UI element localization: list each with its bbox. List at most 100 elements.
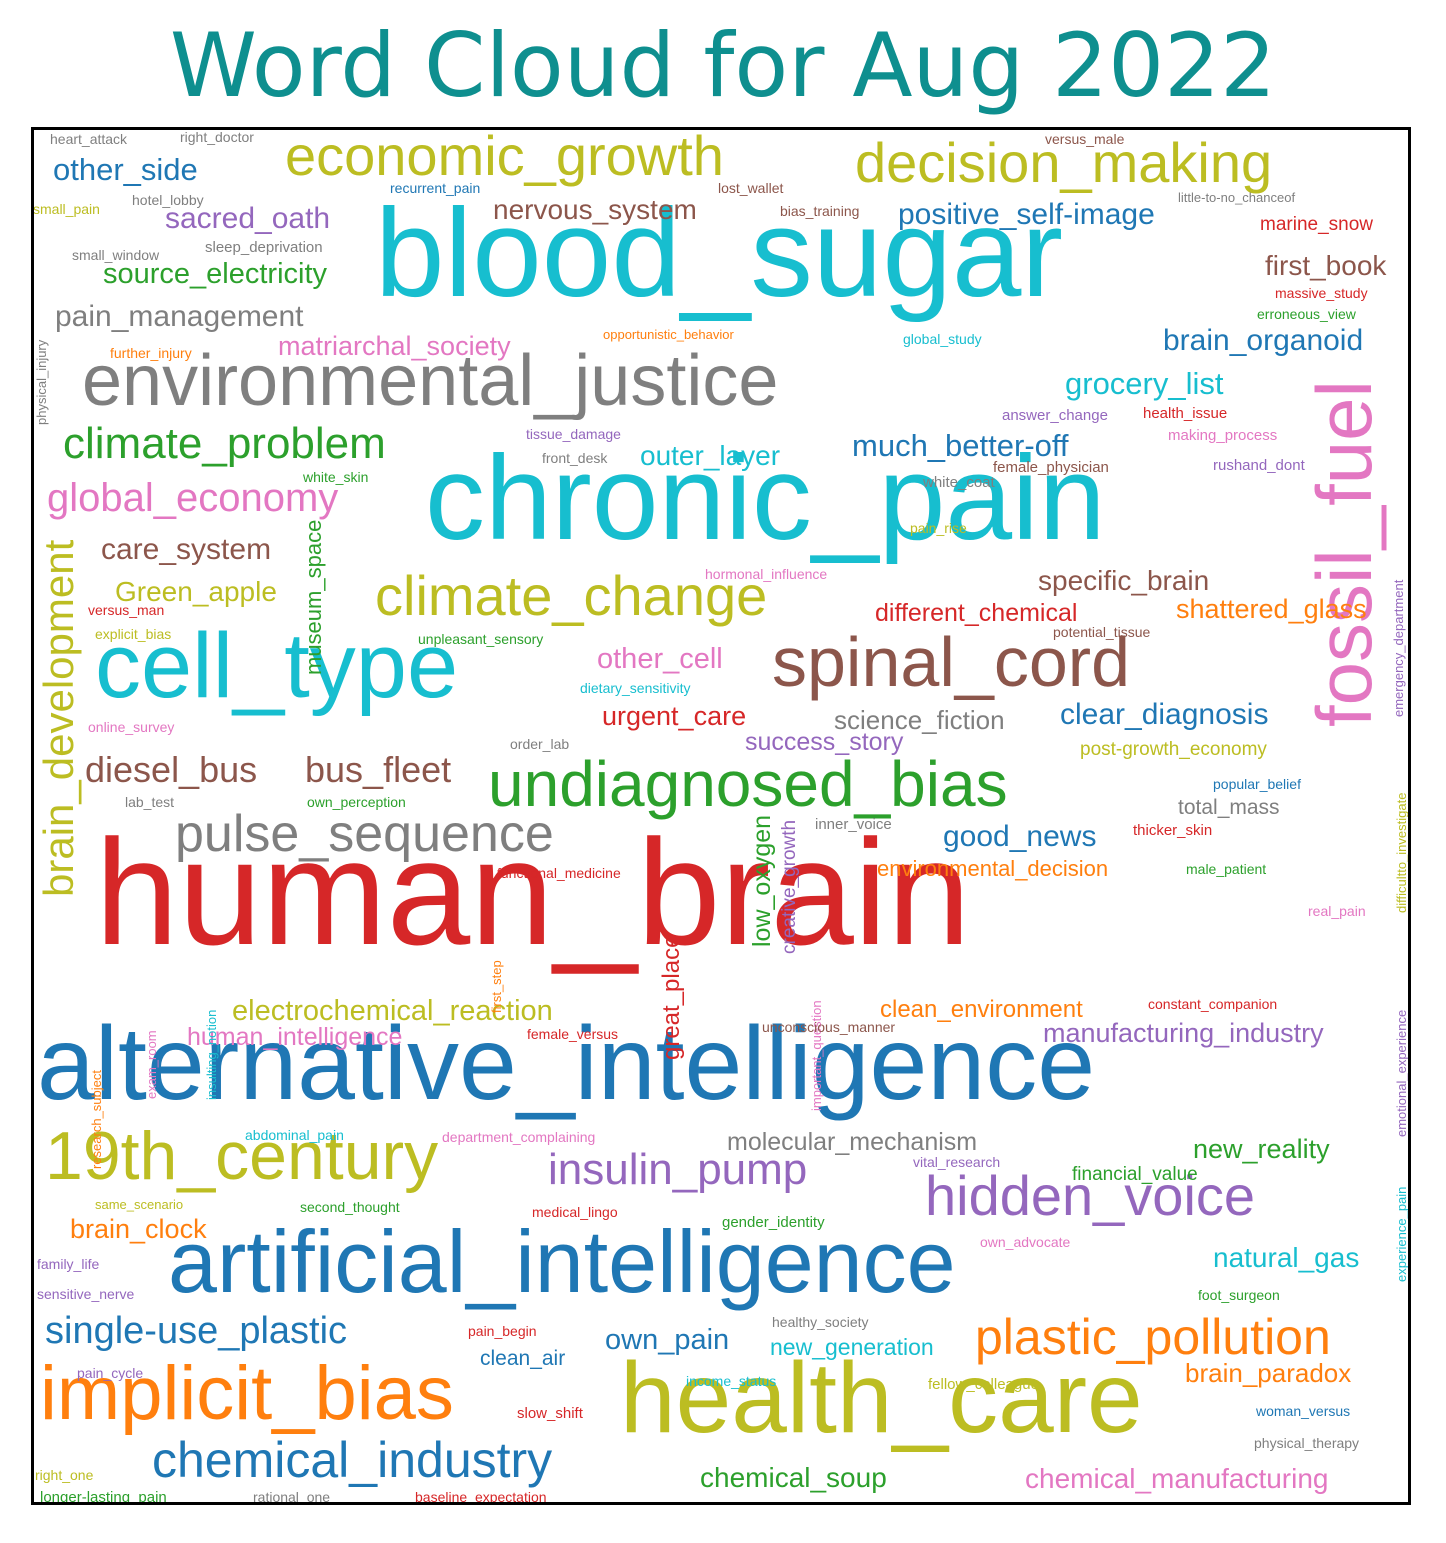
word-low-oxygen: low_oxygen <box>748 815 776 948</box>
word-own-advocate: own_advocate <box>980 1234 1071 1250</box>
word-natural-gas: natural_gas <box>1213 1242 1360 1273</box>
word-global-study: global_study <box>903 331 982 347</box>
word-making-process: making_process <box>1168 427 1278 444</box>
word-vital-research: vital_research <box>913 1154 1001 1170</box>
word-other-side: other_side <box>53 152 198 187</box>
word-inner-voice: inner_voice <box>815 816 892 833</box>
word-bias-training: bias_training <box>780 203 860 219</box>
word-emotional-experience: emotional_experience <box>1394 1010 1409 1138</box>
word-outer-layer: outer_layer <box>640 440 781 471</box>
word-other-cell: other_cell <box>597 643 723 675</box>
word-second-thought: second_thought <box>300 1199 400 1215</box>
word-positive-self-image: positive_self-image <box>898 198 1155 231</box>
word-sensitive-nerve: sensitive_nerve <box>37 1286 135 1302</box>
word-abdominal-pain: abdominal_pain <box>245 1127 344 1143</box>
word-brain-organoid: brain_organoid <box>1163 324 1364 357</box>
word-grocery-list: grocery_list <box>1065 366 1224 401</box>
word-molecular-mechanism: molecular_mechanism <box>727 1128 978 1156</box>
word-first-book: first_book <box>1265 250 1387 281</box>
word-bus-fleet: bus_fleet <box>305 749 452 790</box>
word-blood-sugar: blood_sugar <box>375 184 1064 323</box>
word-brain-development: brain_development <box>35 540 82 898</box>
word-financial-value: financial_value <box>1072 1164 1198 1185</box>
word-specific-brain: specific_brain <box>1038 565 1210 596</box>
word-woman-versus: woman_versus <box>1256 1403 1351 1419</box>
word-own-pain: own_pain <box>605 1324 730 1356</box>
word-clear-diagnosis: clear_diagnosis <box>1060 698 1269 731</box>
word-further-injury: further_injury <box>110 345 192 361</box>
word-clean-air: clean_air <box>480 1347 566 1370</box>
word-male-patient: male_patient <box>1186 861 1267 877</box>
word-brain-paradox: brain_paradox <box>1185 1358 1352 1388</box>
word-small-window: small_window <box>72 247 160 263</box>
word-potential-tissue: potential_tissue <box>1053 624 1151 640</box>
word-climate-problem: climate_problem <box>63 419 386 468</box>
word-new-reality: new_reality <box>1193 1134 1330 1164</box>
word-alternative-intelligence: alternative_intelligence <box>37 1006 1096 1122</box>
word-single-use-plastic: single-use_plastic <box>45 1310 348 1352</box>
word-health-care: health_care <box>620 1342 1143 1454</box>
word-pain-rise: pain_rise <box>910 520 967 536</box>
word-exam-room: exam_room <box>144 1030 159 1099</box>
word-plastic-pollution: plastic_pollution <box>975 1309 1331 1365</box>
word-good-news: good_news <box>943 820 1097 853</box>
word-brain-clock: brain_clock <box>70 1214 207 1244</box>
word-lab-test: lab_test <box>125 794 175 810</box>
word-post-growth-economy: post-growth_economy <box>1080 739 1267 760</box>
word-hidden-voice: hidden_voice <box>925 1164 1256 1227</box>
word-first-step: first_step <box>489 960 504 1013</box>
word-global-economy: global_economy <box>47 476 339 520</box>
word-spinal-cord: spinal_cord <box>772 623 1130 701</box>
word-cell-type: cell_type <box>95 615 459 717</box>
word-female-versus: female_versus <box>527 1026 619 1042</box>
word-total-mass: total_mass <box>1178 796 1280 819</box>
word-artificial-intelligence: artificial_intelligence <box>168 1212 956 1311</box>
word-fossil-fuel: fossil_fuel <box>1300 380 1388 727</box>
word-environmental-decision: environmental_decision <box>877 856 1109 881</box>
word-heart-attack: heart_attack <box>50 131 128 147</box>
word-physical-therapy: physical_therapy <box>1254 1435 1360 1451</box>
word-different-chemical: different_chemical <box>875 599 1078 627</box>
chart-title: Word Cloud for Aug 2022 <box>169 14 1277 117</box>
word-small-pain: small_pain <box>33 201 100 217</box>
word-rushand-dont: rushand_dont <box>1213 457 1305 474</box>
word-rational-one: rational_one <box>253 1489 331 1505</box>
word-thicker-skin: thicker_skin <box>1133 822 1213 839</box>
word-massive-study: massive_study <box>1275 285 1368 301</box>
word-decision-making: decision_making <box>855 131 1273 194</box>
word-cloud-frame: human_brain blood_sugar chronic_pain altern… <box>31 127 1411 1505</box>
word-health-issue: health_issue <box>1143 405 1228 422</box>
word-clean-environment: clean_environment <box>880 996 1083 1023</box>
word-great-place: great_place <box>658 935 685 1061</box>
word-care-system: care_system <box>101 533 272 566</box>
word-science-fiction: science_fiction <box>834 705 1005 735</box>
word-pain-cycle: pain_cycle <box>77 1365 144 1381</box>
word-sacred-oath: sacred_oath <box>165 202 331 235</box>
word-insulting-notion: insulting_notion <box>204 1010 219 1101</box>
word-popular-belief: popular_belief <box>1213 776 1301 792</box>
word-right-doctor: right_doctor <box>180 129 254 145</box>
word-insulin-pump: insulin_pump <box>548 1145 808 1194</box>
word-dietary-sensitivity: dietary_sensitivity <box>580 680 691 696</box>
word-female-physician: female_physician <box>993 459 1109 476</box>
word-white-skin: white_skin <box>303 469 369 485</box>
word-manufacturing-industry: manufacturing_industry <box>1043 1018 1324 1048</box>
word-shattered-glass: shattered_glass <box>1176 594 1367 624</box>
word-income-status: income_status <box>686 1373 777 1389</box>
word-fellow-colleague: fellow_colleague <box>928 1376 1039 1393</box>
word-19th-century: 19th_century <box>45 1118 439 1194</box>
word-hormonal-influence: hormonal_influence <box>705 566 828 582</box>
word-emergency-department: emergency_department <box>1391 580 1406 718</box>
word-undiagnosed-bias: undiagnosed_bias <box>488 748 1008 820</box>
word-department-complaining: department_complaining <box>442 1129 596 1145</box>
word-unconscious-manner: unconscious_manner <box>762 1019 896 1035</box>
word-constant-companion: constant_companion <box>1148 996 1278 1012</box>
word-family-life: family_life <box>37 1256 100 1272</box>
word-success-story: success_story <box>745 728 904 756</box>
word-marine-snow: marine_snow <box>1260 214 1373 235</box>
word-front-desk: front_desk <box>542 450 608 466</box>
word-chemical-manufacturing: chemical_manufacturing <box>1025 1463 1329 1494</box>
word-environmental-justice: environmental_justice <box>82 341 779 421</box>
word-foot-surgeon: foot_surgeon <box>1198 1287 1280 1303</box>
word-medical-lingo: medical_lingo <box>532 1204 618 1220</box>
